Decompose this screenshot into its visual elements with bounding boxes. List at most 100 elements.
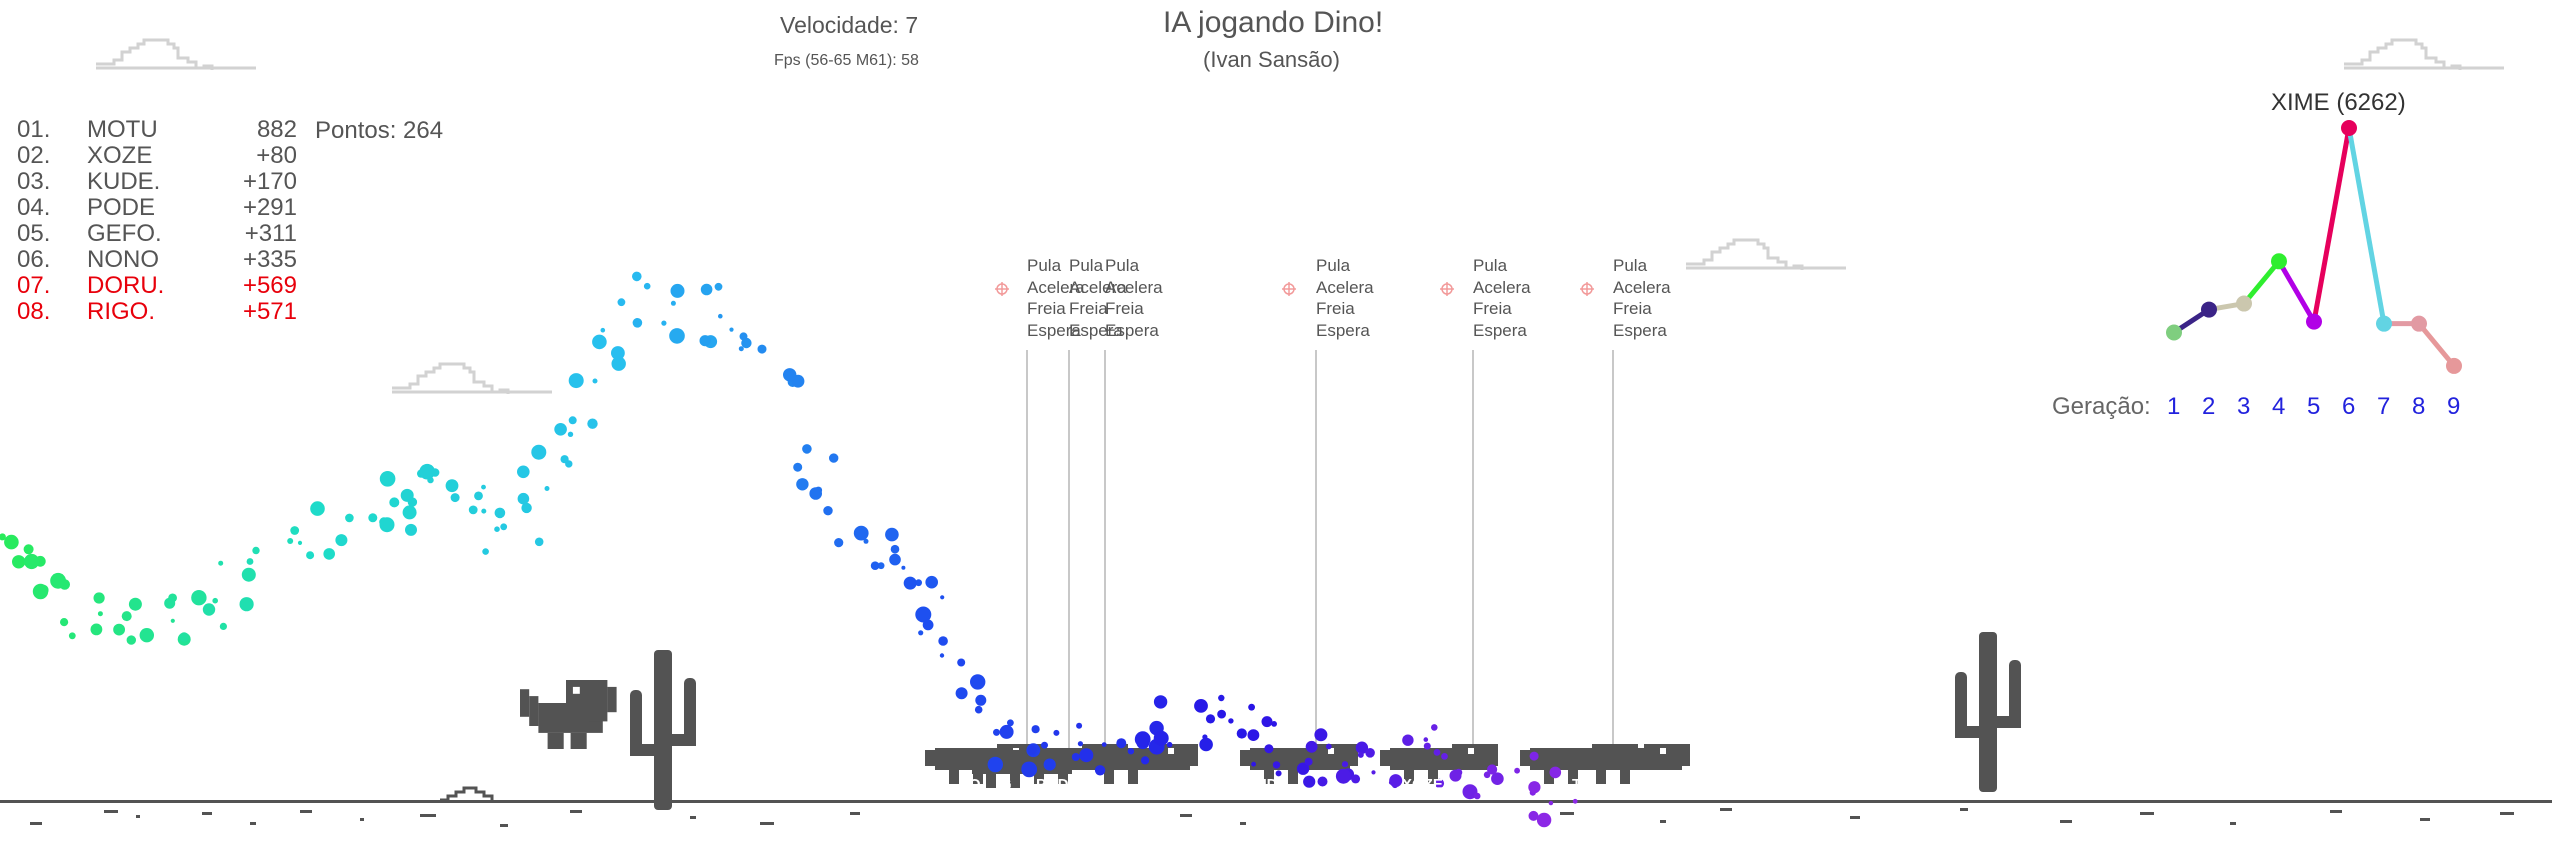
generation-number[interactable]: 4	[2272, 393, 2286, 420]
dino-label-gefo: G	[1000, 776, 1012, 793]
particle	[993, 728, 1000, 736]
particle	[379, 517, 395, 533]
particle	[567, 431, 574, 437]
particle	[1264, 744, 1274, 754]
particle	[468, 505, 478, 515]
particle	[1031, 725, 1040, 734]
generation-number[interactable]: 5	[2307, 393, 2321, 420]
generation-number[interactable]: 6	[2342, 393, 2356, 420]
target-icon	[995, 282, 1009, 296]
particle	[1076, 722, 1083, 729]
target-markers	[995, 282, 1594, 296]
generation-number[interactable]: 3	[2237, 393, 2251, 420]
particle	[592, 334, 607, 350]
particle	[999, 724, 1014, 739]
particle	[368, 513, 378, 523]
particle	[1491, 772, 1504, 785]
particle	[903, 576, 917, 590]
particle	[335, 534, 348, 547]
action-hint: Pula Acelera Freia Espera	[1069, 256, 1127, 340]
particle	[481, 508, 487, 514]
particle	[1335, 768, 1351, 784]
particle	[500, 523, 508, 531]
particle	[1548, 800, 1554, 806]
cloud	[2342, 38, 2506, 72]
particle	[139, 628, 154, 643]
particle	[1351, 774, 1361, 784]
particle	[823, 506, 833, 516]
particle	[170, 618, 175, 623]
particle	[68, 632, 76, 640]
particle	[1228, 718, 1234, 724]
particle	[568, 416, 577, 425]
generation-point	[2446, 357, 2462, 374]
rank-position: 01.	[17, 116, 51, 143]
particle	[611, 356, 626, 371]
cactus	[630, 650, 696, 810]
particle	[202, 603, 216, 616]
particle	[1431, 724, 1438, 731]
particle	[1134, 731, 1151, 748]
target-icon	[1282, 282, 1296, 296]
generation-number[interactable]: 2	[2202, 393, 2216, 420]
rank-name: PODE	[87, 194, 156, 221]
particle	[113, 623, 125, 636]
particle	[239, 597, 254, 612]
particle	[1053, 729, 1060, 736]
particle	[915, 579, 922, 587]
rank-score: 882	[256, 116, 297, 143]
dino-rigo	[520, 680, 617, 749]
particle	[955, 687, 968, 700]
particle	[957, 658, 966, 667]
particle	[1303, 775, 1316, 788]
generation-number[interactable]: 8	[2412, 393, 2426, 420]
rank-position: 05.	[17, 220, 51, 247]
particle	[1341, 761, 1349, 768]
action-hint: Pula Acelera Freia Espera	[1105, 256, 1163, 340]
particle	[24, 553, 40, 570]
particle	[1271, 721, 1277, 727]
generation-segment	[2276, 260, 2317, 323]
particle	[918, 630, 924, 636]
particle	[1127, 748, 1135, 755]
particle	[940, 595, 945, 600]
particle	[1261, 716, 1273, 728]
rank-name: MOTU	[87, 116, 158, 143]
particle	[592, 378, 598, 384]
particle	[1166, 741, 1173, 748]
particle	[1007, 719, 1014, 727]
particle	[643, 282, 651, 290]
particle	[915, 606, 932, 623]
speed-readout: Velocidade: 7	[780, 12, 919, 38]
particle	[1199, 737, 1213, 752]
particle	[718, 313, 723, 319]
target-icon	[1440, 282, 1454, 296]
rank-name: NONO	[87, 246, 159, 273]
particle	[1202, 734, 1208, 740]
action-hint: Pula Acelera Freia Espera	[1473, 256, 1531, 340]
ground	[0, 786, 2552, 827]
particle	[1116, 738, 1127, 749]
particle	[0, 533, 6, 541]
particle	[1325, 743, 1332, 750]
particle	[1101, 742, 1107, 747]
generation-point	[2201, 301, 2217, 318]
rank-position: 04.	[17, 194, 51, 221]
particle	[290, 526, 300, 535]
rank-score: +291	[242, 194, 297, 221]
generation-number[interactable]: 1	[2167, 393, 2181, 420]
particle	[1141, 756, 1150, 765]
particle	[1218, 694, 1225, 702]
generation-number[interactable]: 9	[2447, 393, 2461, 420]
particle	[1514, 767, 1520, 774]
particle	[741, 337, 752, 349]
particle	[179, 632, 189, 642]
particle	[246, 558, 254, 565]
particle	[974, 705, 983, 714]
particle	[1389, 774, 1403, 788]
generation-number[interactable]: 7	[2377, 393, 2391, 420]
rank-position: 07.	[17, 272, 51, 299]
fps-readout: Fps (56-65 M61): 58	[774, 52, 919, 69]
points-readout: Pontos: 264	[315, 117, 444, 144]
particle	[1462, 784, 1478, 800]
